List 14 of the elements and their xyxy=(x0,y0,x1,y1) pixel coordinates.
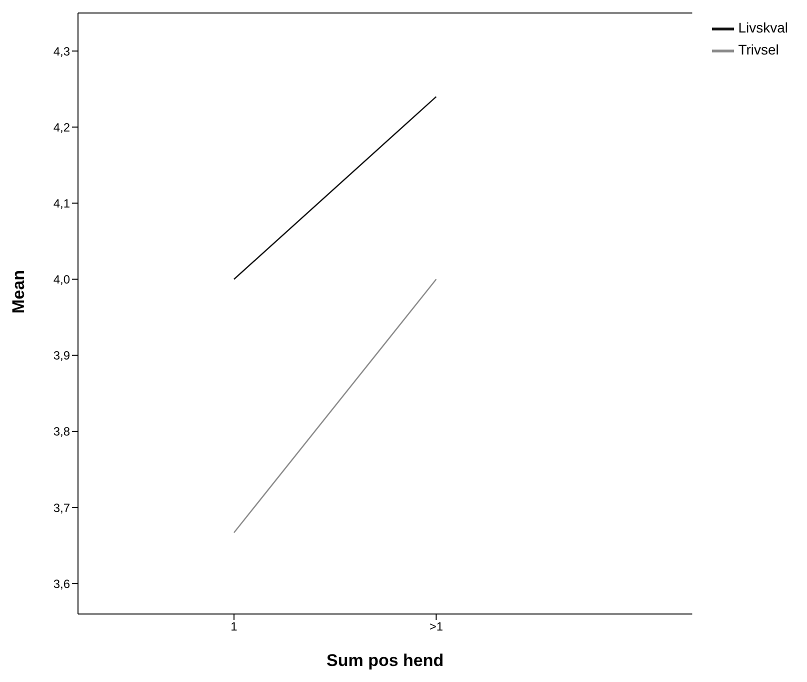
y-tick-label: 4,1 xyxy=(53,196,70,210)
x-tick-label: 1 xyxy=(230,620,238,634)
y-tick-label: 4,2 xyxy=(53,120,70,134)
y-tick-label: 4,0 xyxy=(53,272,70,287)
y-axis-title: Mean xyxy=(9,270,28,314)
legend-label: Livskval xyxy=(738,20,788,36)
y-tick-label: 3,9 xyxy=(53,348,70,363)
y-tick-label: 3,7 xyxy=(53,500,70,515)
legend-label: Trivsel xyxy=(738,42,779,58)
y-tick-label: 3,8 xyxy=(53,424,70,439)
y-tick-label: 4,3 xyxy=(53,44,70,58)
x-axis-title: Sum pos hend xyxy=(326,651,444,670)
x-tick-label: >1 xyxy=(429,620,444,634)
y-tick-label: 3,6 xyxy=(53,576,70,591)
